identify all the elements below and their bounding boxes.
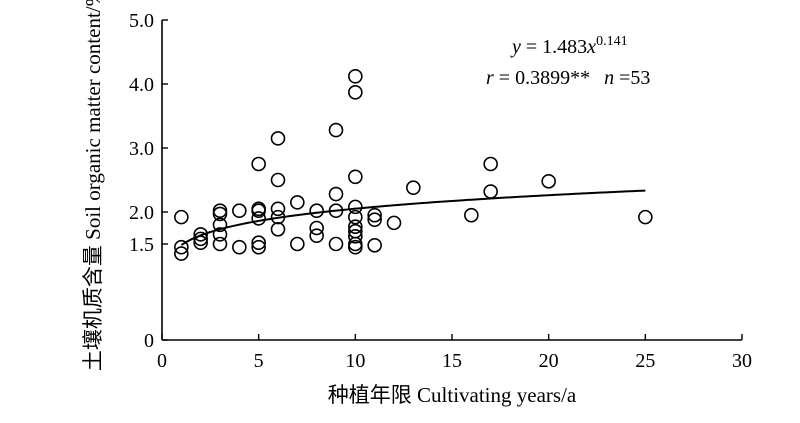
x-tick-label: 0 [157, 350, 167, 372]
data-point [464, 207, 479, 223]
y-tick-label: 4.0 [129, 74, 154, 96]
equation-line: y = 1.483x0.141 [510, 34, 628, 58]
data-point [174, 246, 189, 261]
n-value: =53 [614, 67, 650, 89]
data-point [348, 219, 363, 235]
data-point [328, 236, 344, 252]
data-point [251, 156, 266, 172]
equation-exponent: 0.141 [596, 34, 628, 49]
data-point [212, 227, 228, 242]
data-point [328, 122, 344, 138]
equation-annotation: y = 1.483x0.141 r = 0.3899** n =53 [486, 34, 650, 89]
data-point [270, 209, 286, 225]
x-tick-label: 20 [539, 350, 559, 372]
data-point [290, 195, 305, 210]
y-ticks: 0 1.5 2.0 3.0 4.0 5.0 [129, 10, 168, 352]
data-point [270, 201, 286, 217]
data-point [367, 212, 382, 227]
axes [161, 20, 742, 341]
data-point [251, 235, 266, 251]
data-point [348, 69, 363, 84]
data-point [367, 237, 382, 253]
equation-coefficient: = 1.483 [521, 36, 587, 58]
data-point [174, 239, 189, 255]
data-point [232, 239, 247, 255]
x-tick-label: 30 [732, 350, 752, 372]
data-point [541, 173, 556, 189]
y-tick-label: 1.5 [129, 234, 154, 256]
statistics-line: r = 0.3899** n =53 [486, 67, 650, 89]
x-tick-label: 25 [635, 350, 655, 372]
data-point [348, 239, 363, 255]
y-tick-label: 0 [144, 330, 154, 352]
x-tick-label: 15 [442, 350, 462, 372]
data-point [348, 169, 363, 185]
x-tick-label: 5 [254, 350, 264, 372]
data-point [348, 209, 363, 225]
fit-layer [180, 189, 646, 246]
data-point [483, 156, 498, 172]
data-point [212, 236, 228, 252]
r-symbol: r [486, 67, 494, 89]
data-point [348, 236, 363, 252]
y-axis-label: 土壤机质含量 Soil organic matter content/% [81, 0, 105, 371]
r-value: = 0.3899** [494, 67, 590, 89]
data-point [251, 211, 266, 226]
x-tick-label: 10 [345, 350, 365, 372]
data-point [212, 203, 228, 219]
data-point [348, 199, 363, 215]
y-tick-label: 5.0 [129, 10, 154, 32]
points-layer [174, 69, 653, 261]
data-point [251, 239, 266, 255]
data-point [212, 206, 228, 222]
y-tick-label: 2.0 [129, 202, 154, 224]
equation-lhs: y [510, 36, 521, 58]
data-point [638, 209, 653, 225]
data-point [348, 85, 363, 100]
fit-curve [180, 189, 646, 246]
data-point [270, 172, 286, 188]
data-point [212, 217, 228, 233]
data-point [367, 207, 382, 223]
data-point [348, 229, 363, 244]
data-point [232, 203, 247, 219]
x-axis-label: 种植年限 Cultivating years/a [328, 383, 577, 407]
data-point [386, 215, 402, 231]
data-point [290, 236, 305, 252]
data-point [193, 227, 208, 242]
data-point [193, 231, 208, 247]
data-point [193, 235, 208, 251]
data-point [328, 203, 344, 219]
data-point [251, 203, 266, 219]
data-point [309, 228, 324, 243]
data-point [406, 180, 421, 195]
data-point [270, 131, 286, 146]
data-point [328, 186, 344, 202]
data-point [270, 221, 286, 237]
data-point [309, 220, 324, 236]
equation-variable: x [586, 36, 596, 58]
x-ticks: 0 5 10 15 20 25 30 [157, 334, 752, 372]
n-symbol: n [604, 67, 614, 89]
data-point [483, 184, 498, 199]
data-point [174, 209, 189, 225]
y-tick-label: 3.0 [129, 138, 154, 160]
data-point [309, 203, 324, 219]
